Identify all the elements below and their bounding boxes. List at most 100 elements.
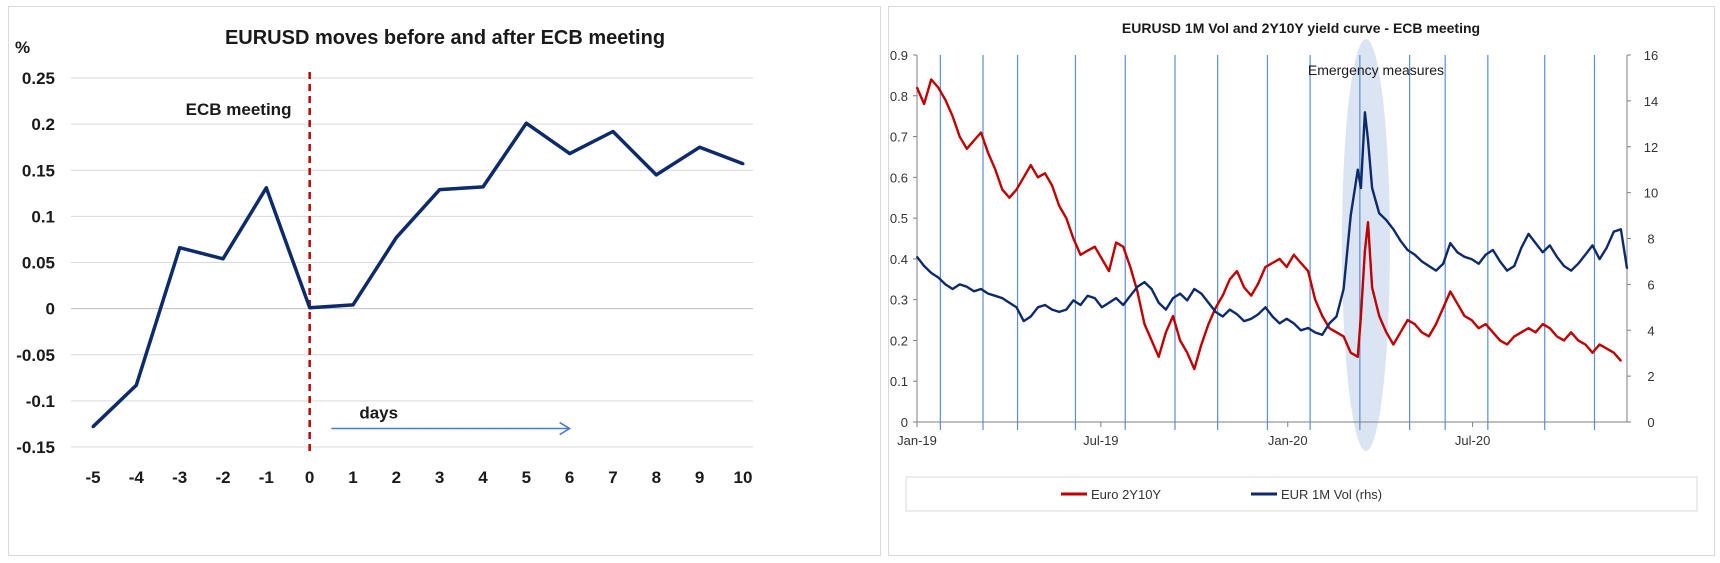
y-tick-label: 0.3 — [890, 293, 908, 308]
data-point — [965, 147, 968, 150]
data-point — [1591, 244, 1594, 247]
legend: Euro 2Y10Y EUR 1M Vol (rhs) — [1061, 487, 1382, 502]
data-point — [1442, 306, 1445, 309]
y2-tick-label: 12 — [1644, 140, 1658, 155]
data-point — [1236, 270, 1238, 273]
data-point — [1008, 301, 1011, 304]
data-point — [1349, 214, 1352, 217]
data-point — [308, 306, 312, 310]
data-point — [1157, 301, 1160, 304]
data-point — [134, 383, 138, 387]
data-point — [1164, 331, 1167, 334]
x-tick-label: Jan-20 — [1268, 433, 1308, 448]
data-point — [1399, 239, 1402, 242]
data-points — [916, 78, 1628, 370]
data-point — [1456, 251, 1459, 254]
data-point — [1029, 315, 1032, 318]
data-point — [1378, 212, 1381, 215]
y2-tick-label: 2 — [1647, 369, 1654, 384]
data-point — [1228, 308, 1231, 311]
data-point — [980, 131, 982, 134]
data-point — [1378, 315, 1381, 317]
data-point — [1620, 228, 1622, 231]
data-point — [1172, 297, 1174, 300]
data-point — [1115, 297, 1117, 300]
data-point — [1563, 265, 1565, 267]
x-tick-label: 10 — [734, 468, 753, 487]
data-point — [178, 246, 182, 250]
x-tick-label: -1 — [259, 468, 274, 487]
x-tick-label: 0 — [305, 468, 314, 487]
data-point — [1271, 315, 1274, 318]
y-tick-label: 0 — [46, 300, 55, 319]
data-point — [972, 139, 975, 142]
legend-item: EUR 1M Vol (rhs) — [1251, 487, 1382, 502]
data-point — [916, 255, 918, 258]
data-point — [1456, 302, 1459, 305]
data-point — [1093, 245, 1096, 248]
legend-box — [905, 476, 1698, 512]
data-point — [1300, 329, 1302, 332]
data-point — [351, 303, 355, 307]
data-point — [264, 186, 268, 190]
data-point — [1228, 278, 1231, 281]
data-point — [1364, 249, 1366, 252]
data-point — [1577, 262, 1580, 265]
data-point — [937, 86, 940, 89]
data-point — [1428, 335, 1430, 338]
data-point — [1328, 322, 1331, 325]
data-point — [1015, 188, 1018, 191]
data-point — [1029, 164, 1032, 167]
data-point — [1051, 308, 1053, 311]
data-point — [980, 288, 982, 290]
data-point — [1406, 319, 1409, 321]
data-point — [1150, 339, 1153, 342]
x-tick-label: 1 — [348, 468, 357, 487]
data-point — [994, 294, 997, 297]
y-tick-label: -0.05 — [16, 346, 55, 365]
data-point — [958, 135, 961, 138]
data-point — [1314, 331, 1317, 334]
x-tick-labels: Jan-19 Jul-19 Jan-20 Jul-20 — [897, 422, 1490, 448]
data-point — [1271, 262, 1274, 264]
data-point — [611, 130, 615, 134]
data-point — [951, 288, 954, 290]
x-tick-label: Jul-20 — [1455, 433, 1490, 448]
y2-tick-label: 0 — [1647, 415, 1654, 430]
data-point — [1449, 242, 1452, 244]
data-point — [1207, 301, 1210, 304]
data-point — [972, 290, 975, 293]
data-point — [1513, 265, 1516, 267]
data-point — [1520, 331, 1523, 334]
data-point — [1506, 343, 1509, 346]
y-tick-label: 0.15 — [22, 161, 55, 180]
data-point — [1477, 262, 1480, 265]
data-point — [1264, 306, 1267, 309]
y-tick-label: 0.05 — [22, 254, 55, 273]
data-point — [1051, 184, 1053, 187]
y-tick-label: 0 — [901, 415, 908, 430]
data-point — [698, 145, 702, 149]
data-point — [1420, 331, 1423, 334]
data-point — [1278, 322, 1281, 325]
data-point — [1022, 320, 1025, 322]
data-point — [1371, 187, 1373, 189]
x-tick-label: -5 — [85, 468, 100, 487]
data-point — [944, 283, 947, 286]
data-point — [1200, 292, 1203, 295]
y-axis-unit-label: % — [15, 38, 30, 57]
chart-title: EURUSD 1M Vol and 2Y10Y yield curve - EC… — [1122, 20, 1480, 36]
y2-tick-label: 6 — [1647, 277, 1654, 292]
data-point — [1122, 304, 1125, 306]
data-point — [1577, 339, 1580, 342]
data-point — [1367, 138, 1369, 141]
y-tick-label: -0.15 — [16, 438, 55, 457]
data-point — [1605, 347, 1608, 350]
data-point — [1484, 323, 1487, 326]
y-tick-label: 0.9 — [890, 48, 908, 63]
x-tick-label: 8 — [652, 468, 661, 487]
data-point — [1136, 285, 1139, 288]
data-point — [1598, 258, 1601, 261]
data-point — [1321, 333, 1324, 336]
